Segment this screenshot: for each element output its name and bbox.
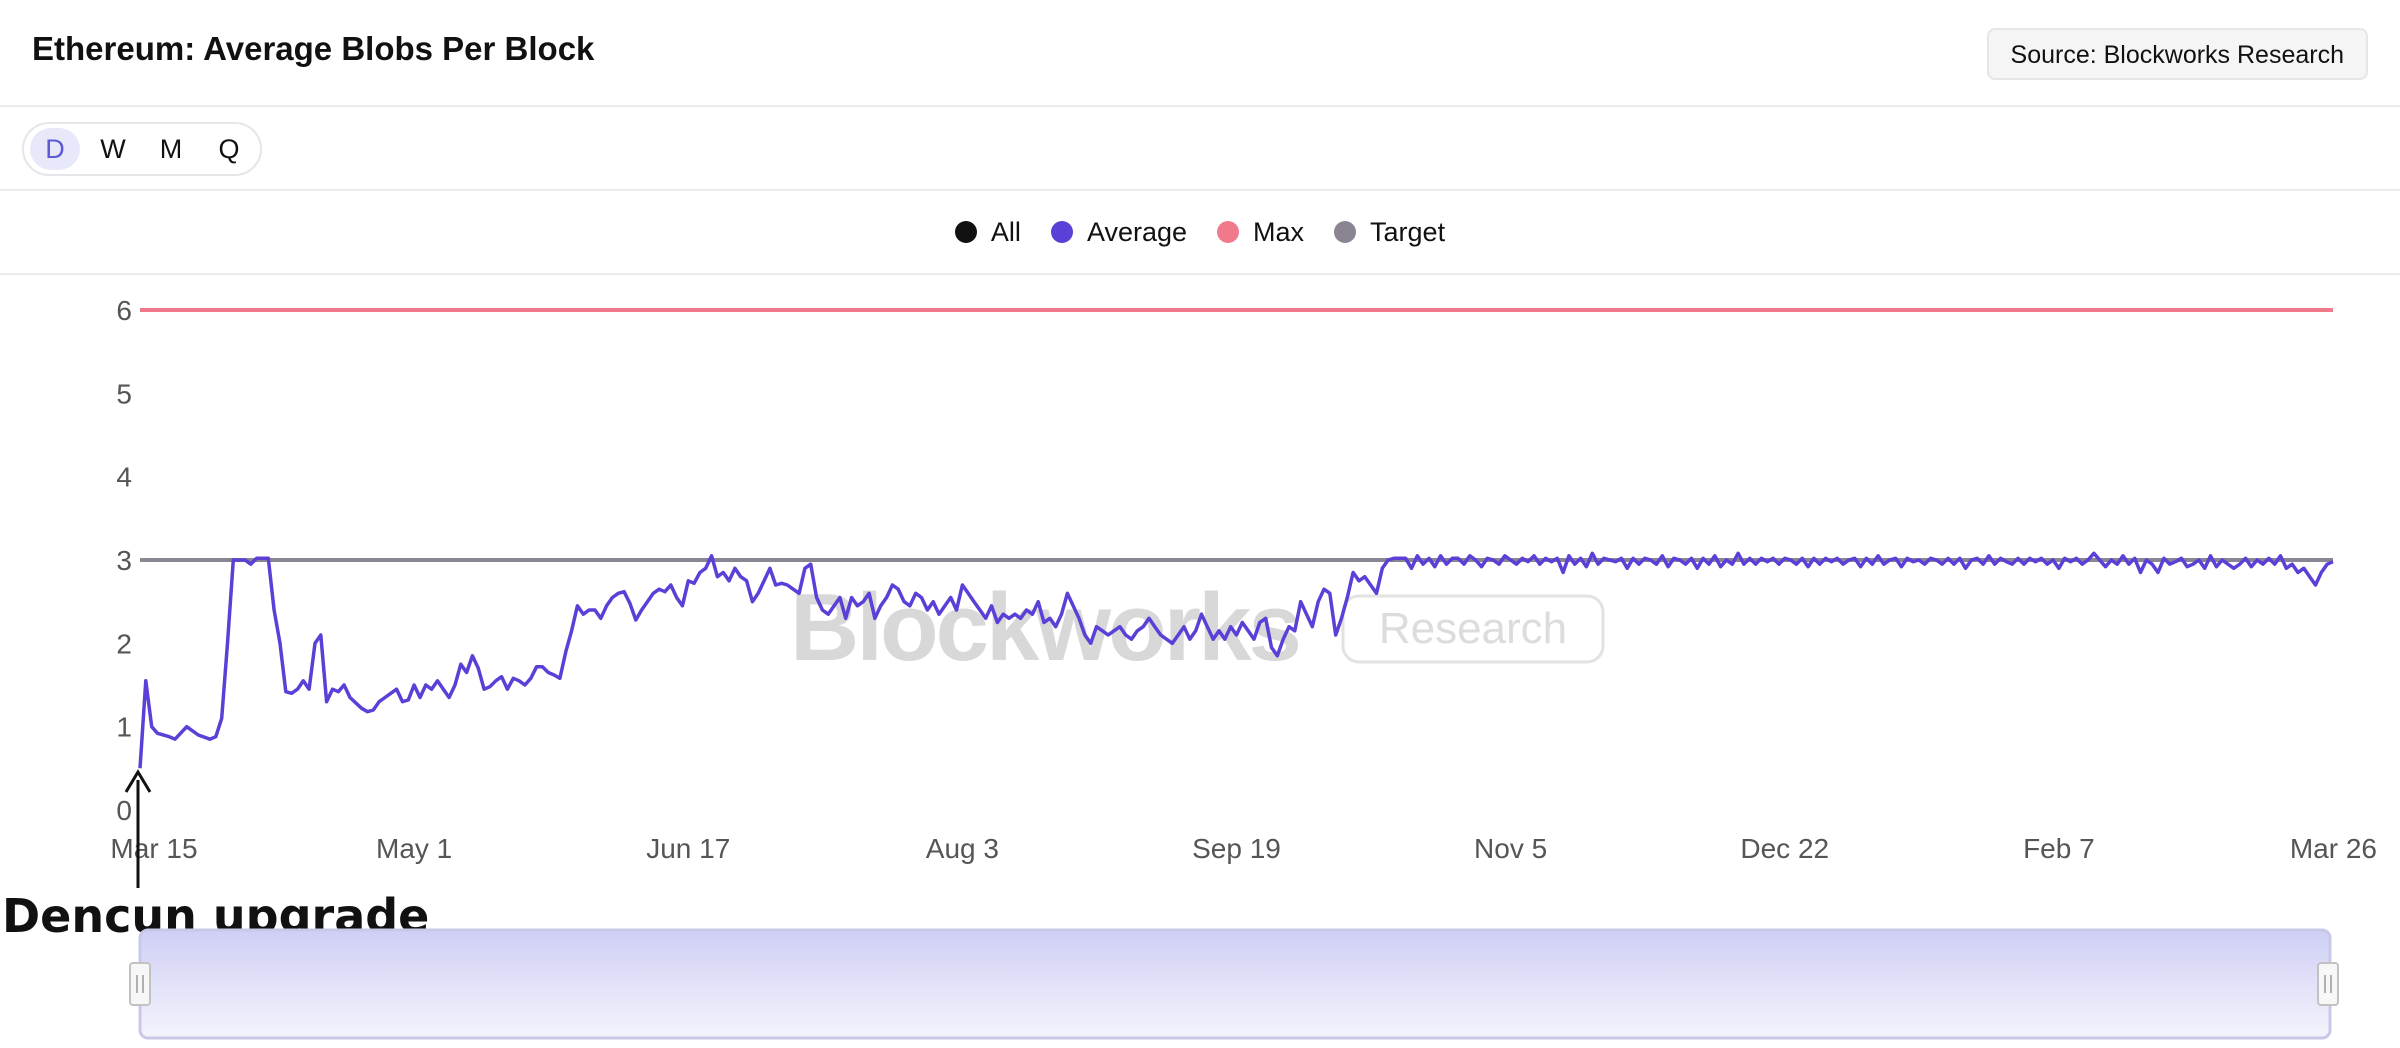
x-tick-label: Aug 3	[926, 833, 999, 864]
legend-item-target[interactable]: Target	[1334, 217, 1445, 248]
y-axis: 0 1 2 3 4 5 6	[116, 295, 132, 826]
legend-dot-all	[954, 221, 977, 243]
watermark-brand: Blockworks	[790, 574, 1299, 681]
x-tick-label: Sep 19	[1192, 833, 1281, 864]
y-tick-label: 2	[116, 628, 132, 659]
range-toggle-group: D W M Q	[22, 122, 262, 176]
x-tick-label: Feb 7	[2023, 833, 2095, 864]
x-tick-label: Jun 17	[646, 833, 730, 864]
range-button-weekly[interactable]: W	[100, 133, 126, 164]
y-tick-label: 0	[116, 795, 132, 826]
legend-label-all: All	[990, 216, 1021, 247]
x-tick-label: Dec 22	[1740, 833, 1829, 864]
y-tick-label: 4	[116, 462, 132, 493]
legend-dot-max	[1217, 221, 1240, 243]
source-button[interactable]: Source: Blockworks Research	[1986, 28, 2368, 80]
chart-header: Ethereum: Average Blobs Per Block Source…	[0, 0, 2400, 107]
average-series-line	[138, 551, 2334, 769]
x-tick-label: Mar 15	[110, 833, 197, 864]
navigator-handle-left[interactable]	[129, 962, 151, 1006]
range-button-monthly[interactable]: M	[159, 133, 183, 164]
legend-label-max: Max	[1253, 216, 1305, 247]
x-tick-label: Nov 5	[1474, 833, 1547, 864]
watermark-sub: Research	[1379, 604, 1567, 653]
y-tick-label: 3	[116, 545, 132, 576]
y-tick-label: 5	[116, 378, 132, 409]
annotation-arrow-head	[124, 769, 152, 793]
range-toolbar: D W M Q	[0, 107, 2400, 191]
legend-item-all[interactable]: All	[954, 216, 1021, 248]
chart-legend: All Average Max Target	[0, 191, 2400, 275]
y-tick-label: 1	[116, 712, 132, 743]
range-button-daily[interactable]: D	[30, 128, 80, 170]
x-tick-label: May 1	[376, 833, 452, 864]
legend-item-max[interactable]: Max	[1217, 217, 1304, 248]
watermark-badge	[1341, 594, 1605, 664]
x-tick-label: Mar 26	[2290, 833, 2377, 864]
legend-dot-average	[1050, 221, 1073, 243]
legend-item-average[interactable]: Average	[1050, 216, 1188, 248]
legend-dot-target	[1334, 221, 1357, 243]
legend-label-target: Target	[1370, 216, 1446, 247]
range-navigator[interactable]	[138, 928, 2332, 1040]
y-tick-label: 6	[116, 295, 132, 326]
range-button-quarterly[interactable]: Q	[218, 133, 240, 164]
x-axis: Mar 15 May 1 Jun 17 Aug 3 Sep 19 Nov 5 Dec 22 F…	[110, 833, 2377, 864]
legend-label-average: Average	[1086, 216, 1188, 247]
page-title: Ethereum: Average Blobs Per Block	[32, 30, 595, 67]
navigator-handle-right[interactable]	[2317, 962, 2339, 1006]
